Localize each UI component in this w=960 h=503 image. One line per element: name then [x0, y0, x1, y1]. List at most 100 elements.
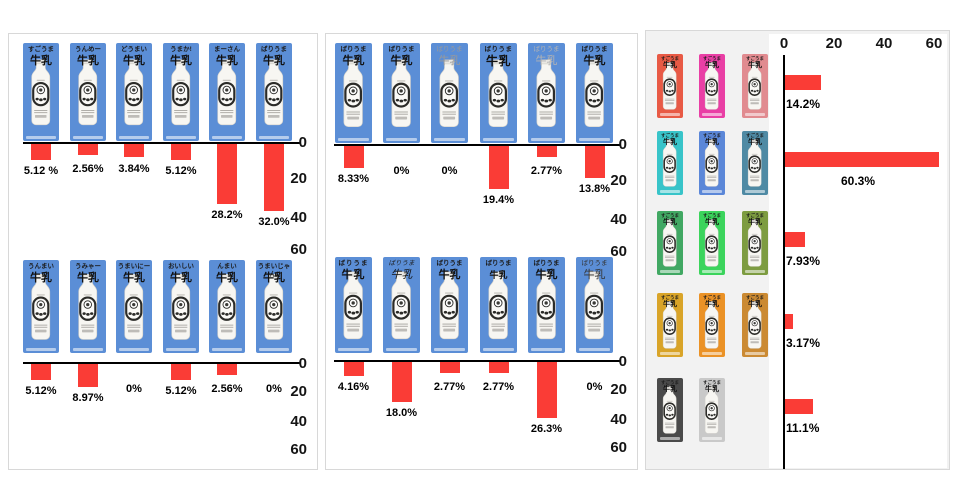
milk-bottle-illustration — [391, 271, 412, 340]
carton-milk-word: 牛乳 — [263, 272, 285, 284]
chart-middle-bottom: 0 20 40 60 ばりうま 牛乳 4.16% ばりうま 牛乳 18.0% ばりうま 牛乳 2.77%… — [326, 34, 637, 469]
carton-milk-word: 牛乳 — [663, 386, 677, 393]
share-bar — [536, 362, 557, 418]
carton-milk-word: 牛乳 — [663, 139, 677, 146]
milk-bottle-illustration — [536, 271, 557, 340]
carton-footer-label — [702, 269, 722, 273]
y-axis-tick-label: 0 — [298, 134, 307, 151]
milk-bottle-illustration — [536, 59, 557, 128]
milk-bottle-illustration — [439, 271, 460, 340]
milk-bottle-illustration — [343, 271, 364, 340]
share-bar — [536, 146, 557, 157]
milk-carton: すごうま 牛乳 — [699, 293, 725, 357]
milk-carton: ばりうま 牛乳 — [335, 257, 372, 353]
carton-milk-word: 牛乳 — [485, 54, 511, 68]
chart-left-top: 0 20 40 60 すごうま 牛乳 5.12 % うんめー 牛乳 2.56% どうまい 牛乳 3.84… — [9, 34, 317, 469]
carton-brand-name: すごうま — [661, 56, 679, 61]
milk-bottle-illustration — [171, 59, 191, 126]
carton-milk-word: 牛乳 — [123, 55, 145, 67]
carton-footer-label — [434, 137, 465, 141]
carton-footer-label — [660, 189, 680, 193]
y-axis-tick-label: 60 — [610, 243, 627, 260]
milk-bottle-illustration — [488, 271, 509, 340]
carton-footer-label — [386, 137, 417, 141]
zero-axis-line — [23, 362, 301, 364]
milk-bottle-illustration — [663, 386, 677, 434]
milk-carton: うまいじゃん! 牛乳 — [256, 260, 292, 353]
carton-milk-word: 牛乳 — [705, 62, 719, 69]
share-bar — [343, 362, 364, 376]
carton-milk-word: 牛乳 — [748, 301, 762, 308]
milk-carton: すごうま 牛乳 — [742, 211, 768, 275]
share-bar — [31, 364, 51, 380]
milk-bottle-illustration — [343, 59, 364, 128]
milk-carton: ばりうま 牛乳 — [431, 43, 468, 143]
carton-milk-word: 牛乳 — [663, 301, 677, 308]
share-bar — [264, 144, 284, 211]
carton-brand-name: ばりうま — [388, 260, 415, 267]
carton-footer-label — [745, 189, 765, 193]
carton-footer-label — [483, 347, 514, 351]
share-percent-label: 60.3% — [841, 174, 876, 188]
share-percent-label: 5.12% — [165, 165, 197, 177]
carton-brand-name: すごうま — [661, 133, 679, 138]
carton-brand-name: すごうま — [746, 133, 764, 138]
carton-milk-word: 牛乳 — [535, 269, 558, 281]
carton-footer-label — [26, 135, 56, 139]
carton-footer-label — [660, 351, 680, 355]
carton-footer-label — [745, 112, 765, 116]
milk-carton: ばりうま 牛乳 — [576, 257, 613, 353]
carton-footer-label — [531, 347, 562, 351]
carton-milk-word: 牛乳 — [170, 272, 192, 284]
milk-carton: すごうま 牛乳 — [699, 211, 725, 275]
milk-carton: すごうま 牛乳 — [742, 293, 768, 357]
carton-milk-word: 牛乳 — [705, 386, 719, 393]
y-axis-tick-label: 20 — [610, 381, 627, 398]
share-percent-label: 8.33% — [337, 173, 370, 185]
y-axis-tick-label: 60 — [610, 439, 627, 456]
x-axis-tick-label: 60 — [925, 35, 943, 52]
milk-carton: すごうま 牛乳 — [699, 131, 725, 195]
x-axis-tick-label: 0 — [779, 35, 789, 52]
milk-carton: まーさん 牛乳 — [209, 43, 245, 141]
y-axis-tick-label: 0 — [618, 353, 627, 370]
share-percent-label: 0% — [393, 165, 410, 177]
share-percent-label: 2.56% — [211, 383, 243, 395]
carton-footer-label — [166, 135, 196, 139]
carton-milk-word: 牛乳 — [705, 219, 719, 226]
milk-carton: ばりうま 牛乳 — [335, 43, 372, 143]
x-axis-tick-label: 40 — [875, 35, 893, 52]
share-percent-label: 7.93% — [786, 254, 821, 268]
milk-carton: すごうま 牛乳 — [742, 54, 768, 118]
milk-bottle-illustration — [264, 59, 284, 126]
share-bar — [785, 314, 793, 329]
carton-footer-label — [73, 347, 103, 351]
carton-brand-name: すごうま — [746, 213, 764, 218]
share-percent-label: 5.12% — [25, 385, 57, 397]
share-bar — [171, 144, 191, 160]
carton-brand-name: うんまい — [28, 263, 54, 270]
carton-milk-word: 牛乳 — [216, 272, 238, 284]
milk-carton: ばりうま 牛乳 — [480, 43, 517, 143]
carton-milk-word: 牛乳 — [535, 55, 558, 67]
milk-carton: ばりうま 牛乳 — [383, 43, 420, 143]
carton-brand-name: うんめー — [75, 46, 101, 53]
carton-footer-label — [259, 135, 289, 139]
carton-footer-label — [660, 436, 680, 440]
milk-carton: ばりうま 牛乳 — [256, 43, 292, 141]
share-percent-label: 0% — [586, 381, 603, 393]
carton-footer-label — [386, 347, 417, 351]
carton-footer-label — [702, 189, 722, 193]
y-axis-tick-label: 40 — [610, 411, 627, 428]
share-bar — [785, 399, 813, 414]
milk-carton: すごうま 牛乳 — [699, 54, 725, 118]
milk-bottle-illustration — [584, 59, 605, 128]
milk-bottle-illustration — [217, 59, 237, 126]
carton-footer-label — [26, 347, 56, 351]
carton-footer-label — [73, 135, 103, 139]
milk-carton: ばりうま 牛乳 — [576, 43, 613, 143]
milk-bottle-illustration — [748, 62, 762, 110]
carton-footer-label — [212, 347, 242, 351]
carton-milk-word: 牛乳 — [705, 139, 719, 146]
